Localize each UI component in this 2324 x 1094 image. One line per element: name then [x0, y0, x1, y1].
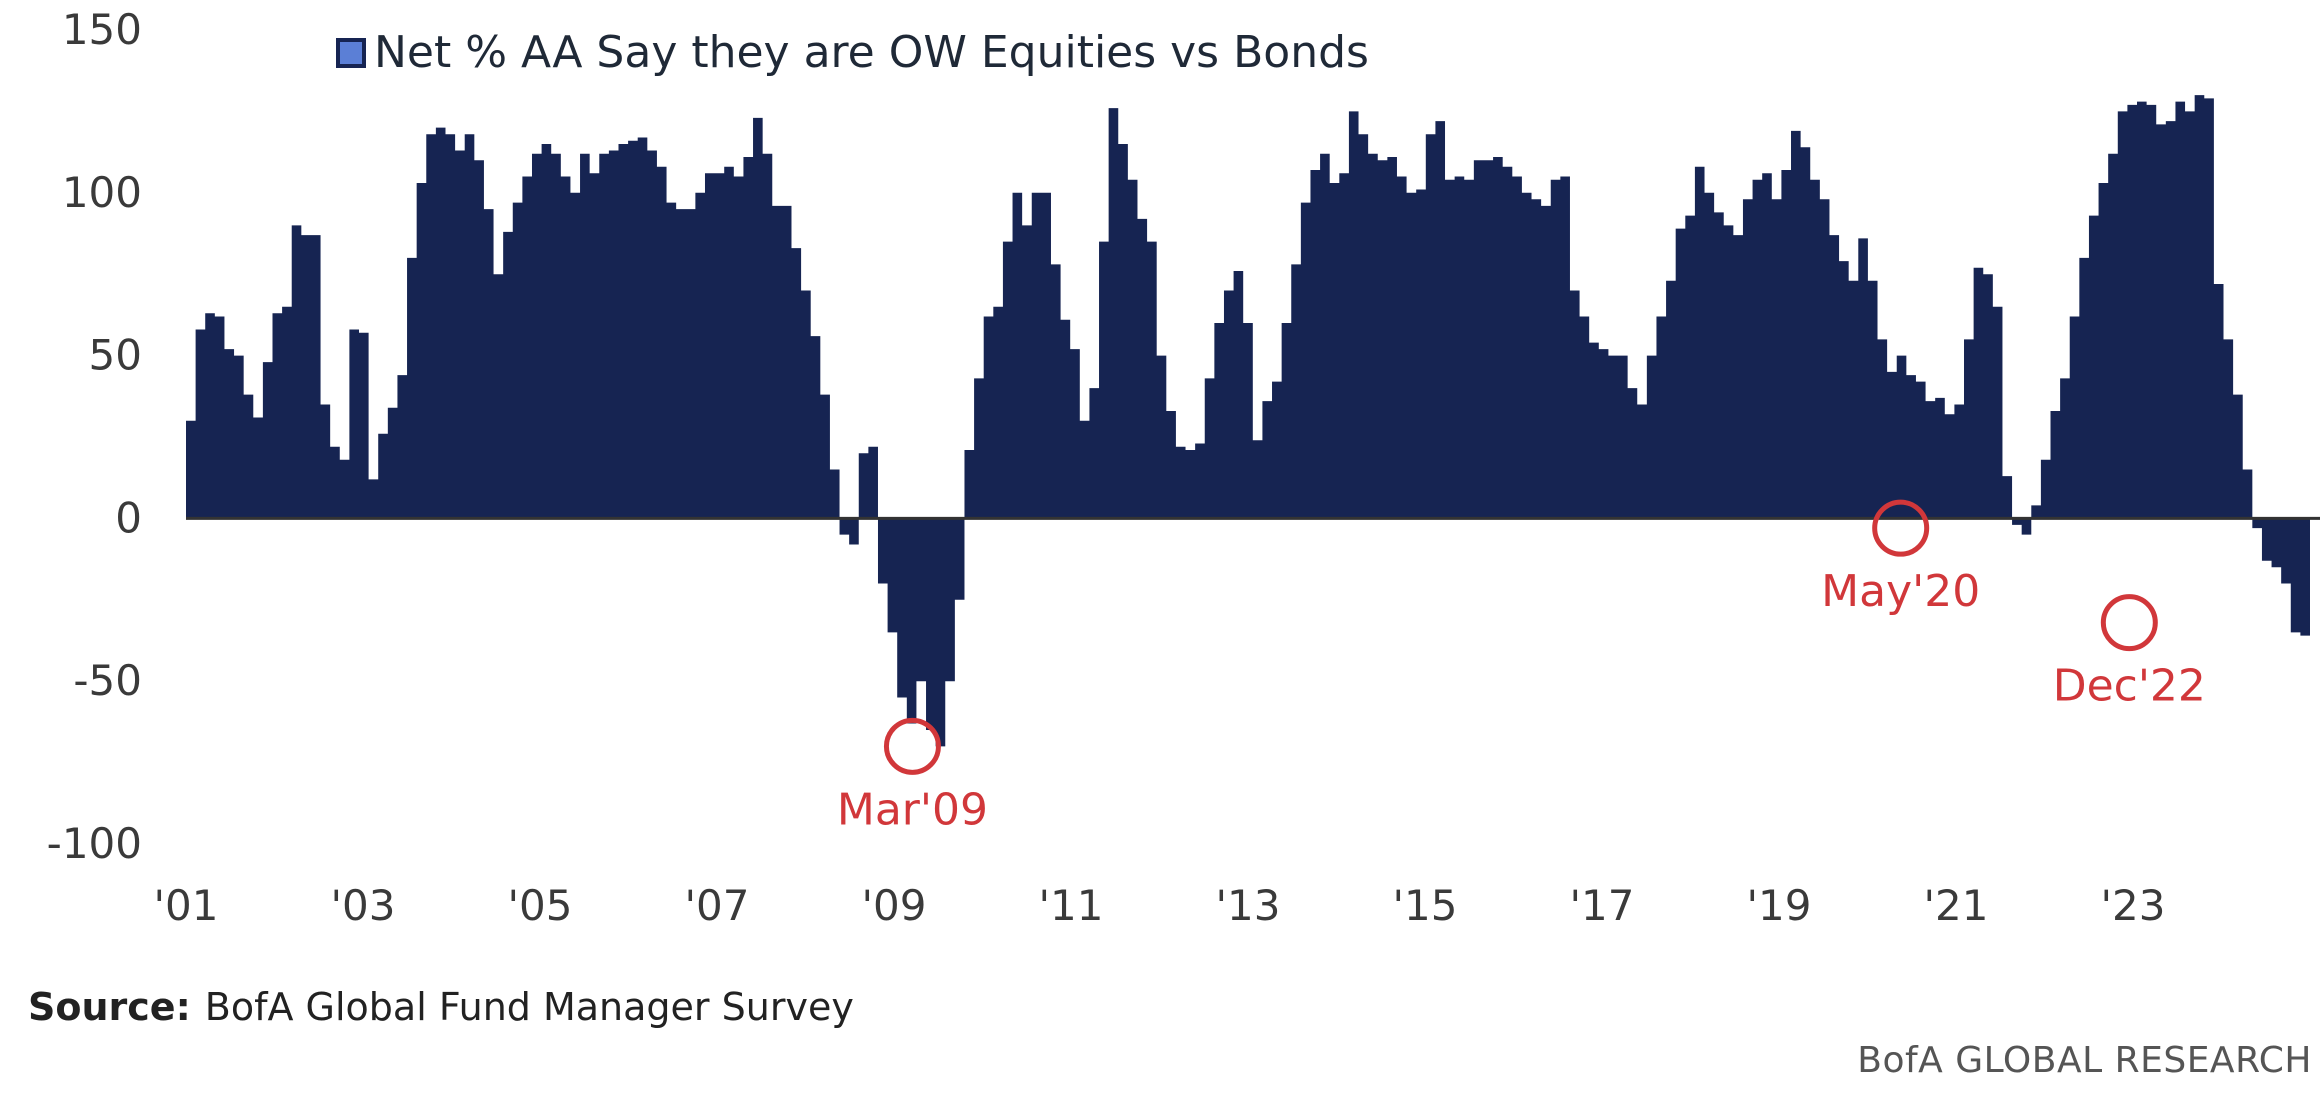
source-note: Source: BofA Global Fund Manager Survey [28, 985, 854, 1029]
x-tick-label: '15 [1393, 881, 1458, 930]
source-label: Source: [28, 985, 191, 1029]
annotation-circle [2100, 594, 2158, 652]
y-tick-label: -50 [73, 656, 142, 705]
y-axis-ticks: 150 100 50 0 -50 -100 [47, 5, 142, 868]
x-tick-label: '03 [331, 881, 396, 930]
annotation-label: May'20 [1821, 566, 1980, 617]
brand-footer: BofA GLOBAL RESEARCH [1857, 1040, 2312, 1081]
x-axis-ticks: '01 '03 '05 '07 '09 '11 '13 '15 '17 '19 '21 '23 [154, 881, 2166, 930]
annotation-label: Mar'09 [837, 784, 988, 835]
chart-canvas: 150 100 50 0 -50 -100 '01 '03 '05 '07 '09 '11 '13 '1… [47, 5, 2320, 930]
x-tick-label: '05 [508, 881, 573, 930]
y-tick-label: 50 [89, 331, 142, 380]
legend-label: Net % AA Say they are OW Equities vs Bon… [374, 27, 1369, 78]
x-tick-label: '07 [685, 881, 750, 930]
x-tick-label: '01 [154, 881, 219, 930]
annotation-label: Dec'22 [2053, 661, 2206, 712]
x-tick-label: '17 [1570, 881, 1635, 930]
y-tick-label: 100 [62, 168, 142, 217]
annotation-circle [1872, 499, 1930, 557]
x-tick-label: '23 [2101, 881, 2166, 930]
x-tick-label: '19 [1747, 881, 1812, 930]
series-bars [186, 95, 2310, 747]
x-tick-label: '21 [1924, 881, 1989, 930]
source-text: BofA Global Fund Manager Survey [204, 985, 854, 1029]
y-tick-label: 150 [62, 5, 142, 54]
annotation-circle [883, 717, 941, 775]
annotations: Mar'09 May'20 Dec'22 [837, 499, 2206, 835]
x-tick-label: '11 [1039, 881, 1104, 930]
y-tick-label: -100 [47, 819, 142, 868]
y-tick-label: 0 [115, 493, 142, 542]
x-tick-label: '13 [1216, 881, 1281, 930]
legend: Net % AA Say they are OW Equities vs Bon… [336, 27, 1369, 78]
x-tick-label: '09 [862, 881, 927, 930]
legend-swatch [336, 38, 366, 68]
